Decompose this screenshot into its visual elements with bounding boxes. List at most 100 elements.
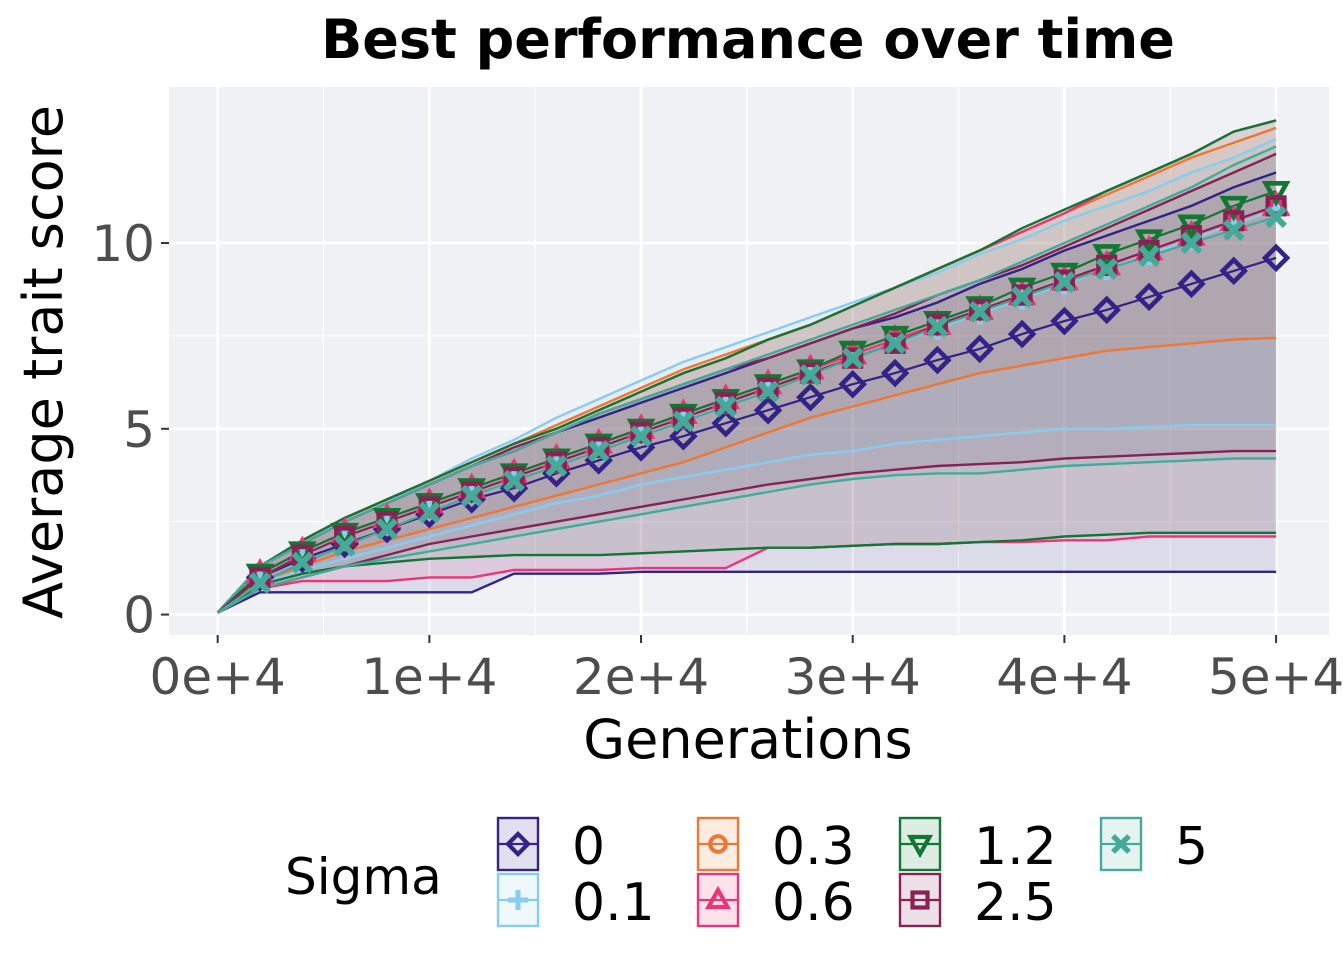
legend-label-sigma-0-6: 0.6	[772, 873, 855, 933]
marker-sigma-5	[630, 425, 652, 448]
marker-sigma-5	[1053, 271, 1076, 293]
marker-sigma-5	[799, 364, 822, 386]
marker-sigma-2-5	[926, 314, 948, 336]
marker-sigma-0	[1261, 243, 1291, 273]
x-tick-label: 3e+4	[785, 648, 921, 706]
x-tick-label: 4e+4	[996, 648, 1132, 706]
band-upper-sigma-5	[216, 145, 1277, 614]
marker-sigma-0	[923, 345, 952, 375]
marker-sigma-2-5	[588, 436, 610, 458]
band-lower-sigma-0-6	[217, 535, 1277, 614]
marker-sigma-5	[503, 469, 525, 492]
marker-sigma-1-2	[1261, 181, 1291, 207]
marker-sigma-2-5	[969, 299, 991, 321]
marker-sigma-2-5	[757, 377, 779, 399]
marker-sigma-5	[968, 300, 991, 323]
marker-sigma-5	[333, 534, 356, 557]
band-lower-sigma-2-5	[217, 449, 1277, 614]
chart-title: Best performance over time	[321, 8, 1175, 71]
legend-label-sigma-0-3: 0.3	[772, 817, 855, 877]
marker-sigma-5	[1011, 285, 1033, 308]
legend-label-sigma-0: 0	[572, 817, 605, 877]
legend-marker	[910, 890, 930, 910]
marker-sigma-2-5	[461, 481, 483, 503]
marker-sigma-1-2	[287, 541, 317, 568]
marker-sigma-0	[669, 421, 698, 451]
x-tick-label: 5e+4	[1208, 648, 1344, 706]
x-axis-title: Generations	[583, 708, 912, 771]
marker-sigma-2-5	[715, 392, 737, 414]
marker-sigma-5	[418, 501, 441, 524]
marker-sigma-2-5	[545, 451, 567, 473]
band-lower-sigma-5	[217, 457, 1277, 614]
marker-sigma-5	[1180, 232, 1203, 254]
marker-sigma-1-2	[330, 522, 360, 549]
marker-sigma-0	[796, 382, 825, 412]
x-tick-label: 0e+4	[150, 648, 286, 706]
marker-sigma-5	[714, 395, 737, 418]
marker-sigma-5	[841, 347, 864, 370]
marker-sigma-2-5	[1011, 284, 1033, 306]
marker-sigma-5	[1095, 258, 1118, 280]
legend-key-sigma-0-3	[696, 816, 740, 872]
marker-sigma-5	[291, 551, 314, 574]
marker-sigma-5	[376, 518, 398, 541]
marker-sigma-2-5	[630, 421, 652, 444]
legend-marker	[1111, 834, 1131, 854]
marker-sigma-0	[1050, 306, 1079, 336]
legend-marker	[704, 885, 732, 910]
band-lower-sigma-0-1	[217, 423, 1277, 614]
y-axis-title: Average trait score	[12, 105, 75, 619]
band-upper-sigma-1-2	[216, 119, 1277, 614]
grid-minor	[169, 87, 1329, 635]
marker-sigma-2-5	[1096, 254, 1118, 276]
legend-key-sigma-2-5	[898, 872, 942, 928]
marker-sigma-5	[545, 455, 568, 477]
legend-label-sigma-0-1: 0.1	[572, 873, 655, 933]
legend-label-sigma-5: 5	[1175, 817, 1208, 877]
legend-marker	[906, 834, 934, 859]
legend-marker	[505, 831, 531, 857]
marker-sigma-0	[1092, 295, 1122, 325]
marker-sigma-5	[1222, 219, 1245, 241]
series-markers	[245, 181, 1291, 594]
legend-key-sigma-0-1	[496, 872, 540, 928]
marker-sigma-5	[757, 380, 779, 403]
y-tick-label: 10	[91, 215, 155, 273]
marker-sigma-0	[753, 395, 783, 425]
band-edges	[216, 119, 1277, 614]
marker-sigma-5	[587, 440, 610, 463]
legend: Sigma 00.1 0.30.6 1.22.5 5	[285, 816, 1208, 933]
marker-sigma-2-5	[884, 332, 906, 354]
legend-label-sigma-1-2: 1.2	[974, 817, 1057, 877]
legend-label-sigma-2-5: 2.5	[974, 873, 1057, 933]
legend-marker	[708, 834, 728, 854]
legend-key-sigma-5	[1099, 816, 1143, 872]
y-tick-label: 5	[123, 401, 155, 459]
marker-sigma-0	[965, 334, 994, 364]
marker-sigma-2-5	[1053, 269, 1075, 291]
marker-sigma-0	[838, 369, 867, 399]
legend-key-sigma-0-6	[696, 872, 740, 928]
marker-sigma-1-2	[372, 507, 402, 534]
x-axis-ticks: 0e+4 1e+4 2e+4 3e+4 4e+4 5e+4	[150, 635, 1344, 706]
marker-sigma-0	[1219, 256, 1249, 286]
y-tick-label: 0	[123, 587, 155, 645]
marker-sigma-5	[249, 572, 271, 594]
legend-marker	[508, 890, 528, 910]
marker-sigma-5	[926, 315, 949, 338]
marker-sigma-5	[672, 410, 695, 433]
x-tick-label: 1e+4	[361, 648, 497, 706]
band-lower-sigma-0	[217, 570, 1277, 614]
marker-sigma-5	[1138, 245, 1160, 267]
marker-sigma-5	[460, 484, 483, 507]
x-tick-label: 2e+4	[573, 648, 709, 706]
marker-sigma-0	[1007, 319, 1037, 349]
marker-sigma-1-2	[1219, 195, 1249, 222]
marker-sigma-0	[1134, 282, 1164, 312]
marker-sigma-5	[884, 332, 906, 355]
marker-sigma-2-5	[503, 466, 525, 488]
marker-sigma-2-5	[799, 362, 821, 384]
marker-sigma-0	[711, 408, 740, 438]
